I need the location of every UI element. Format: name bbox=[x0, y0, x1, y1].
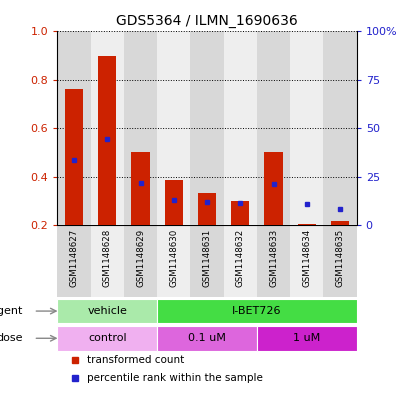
Bar bbox=[124, 31, 157, 225]
Bar bbox=[157, 299, 356, 323]
Bar bbox=[290, 225, 323, 298]
Bar bbox=[57, 31, 90, 225]
Text: GSM1148627: GSM1148627 bbox=[70, 229, 79, 287]
Bar bbox=[256, 225, 290, 298]
Bar bbox=[164, 180, 182, 225]
Bar bbox=[190, 31, 223, 225]
Bar bbox=[330, 221, 348, 225]
Bar bbox=[90, 225, 124, 298]
Text: 0.1 uM: 0.1 uM bbox=[188, 333, 225, 343]
Title: GDS5364 / ILMN_1690636: GDS5364 / ILMN_1690636 bbox=[116, 14, 297, 28]
Bar bbox=[57, 299, 157, 323]
Text: GSM1148631: GSM1148631 bbox=[202, 229, 211, 287]
Bar bbox=[157, 225, 190, 298]
Bar bbox=[198, 193, 216, 225]
Text: vehicle: vehicle bbox=[87, 306, 127, 316]
Text: GSM1148635: GSM1148635 bbox=[335, 229, 344, 287]
Text: GSM1148630: GSM1148630 bbox=[169, 229, 178, 287]
Text: GSM1148633: GSM1148633 bbox=[268, 229, 277, 287]
Bar bbox=[157, 326, 256, 351]
Bar bbox=[131, 152, 149, 225]
Text: I-BET726: I-BET726 bbox=[231, 306, 281, 316]
Bar bbox=[223, 31, 256, 225]
Bar bbox=[57, 326, 157, 351]
Bar bbox=[157, 31, 190, 225]
Bar bbox=[223, 225, 256, 298]
Bar bbox=[65, 90, 83, 225]
Text: 1 uM: 1 uM bbox=[292, 333, 320, 343]
Bar bbox=[297, 224, 315, 225]
Bar bbox=[323, 225, 356, 298]
Text: agent: agent bbox=[0, 306, 23, 316]
Text: GSM1148632: GSM1148632 bbox=[235, 229, 244, 287]
Bar bbox=[323, 31, 356, 225]
Bar bbox=[98, 56, 116, 225]
Bar bbox=[190, 225, 223, 298]
Bar bbox=[124, 225, 157, 298]
Bar bbox=[57, 225, 90, 298]
Text: transformed count: transformed count bbox=[87, 355, 184, 365]
Bar bbox=[256, 326, 356, 351]
Bar bbox=[231, 201, 249, 225]
Text: GSM1148629: GSM1148629 bbox=[136, 229, 145, 286]
Bar bbox=[264, 152, 282, 225]
Text: GSM1148634: GSM1148634 bbox=[301, 229, 310, 287]
Text: GSM1148628: GSM1148628 bbox=[103, 229, 112, 287]
Bar bbox=[256, 31, 290, 225]
Text: dose: dose bbox=[0, 333, 23, 343]
Text: control: control bbox=[88, 333, 126, 343]
Text: percentile rank within the sample: percentile rank within the sample bbox=[87, 373, 263, 383]
Bar bbox=[90, 31, 124, 225]
Bar bbox=[290, 31, 323, 225]
